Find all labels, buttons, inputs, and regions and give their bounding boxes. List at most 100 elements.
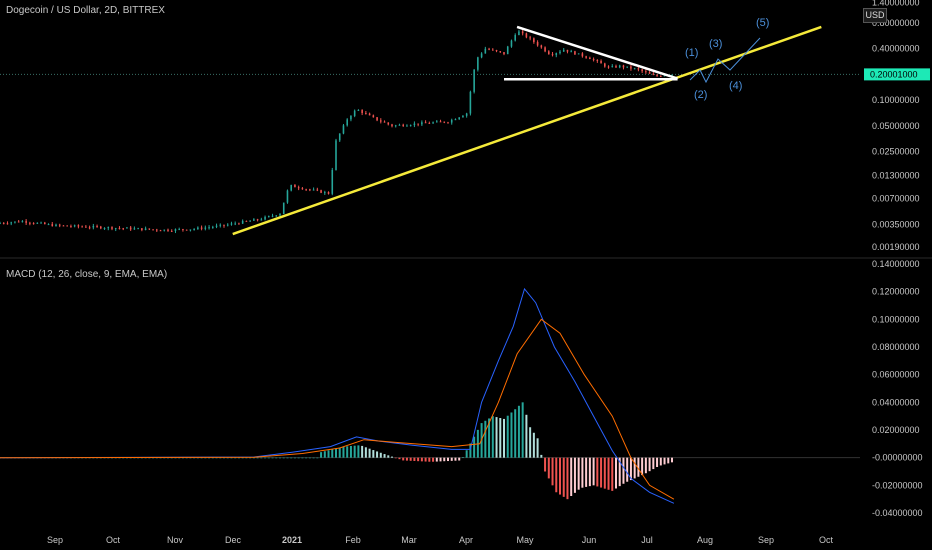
candle-body <box>604 63 606 67</box>
macd-histogram-bar <box>570 457 573 497</box>
candle-body <box>212 226 214 228</box>
candle-body <box>331 169 334 194</box>
macd-histogram-bar <box>637 457 640 477</box>
candle-body <box>450 119 453 123</box>
macd-histogram-bar <box>454 457 457 461</box>
macd-histogram-bar <box>335 448 337 458</box>
macd-histogram-bar <box>394 457 397 459</box>
candle-body <box>40 222 42 224</box>
candle-body <box>424 122 427 124</box>
candle-body <box>577 53 580 55</box>
price-tick-label: 0.00350000 <box>872 219 920 229</box>
macd-histogram-bar <box>659 457 662 466</box>
candle-body <box>215 225 218 227</box>
candle-body <box>234 223 236 225</box>
macd-histogram-bar <box>163 457 166 459</box>
macd-histogram-bar <box>544 457 547 472</box>
candle-body <box>342 125 345 134</box>
macd-histogram-bar <box>338 447 341 458</box>
macd-histogram-bar <box>435 457 438 462</box>
macd-histogram-bar <box>611 457 614 491</box>
macd-histogram-bar <box>383 454 386 458</box>
macd-title: MACD (12, 26, close, 9, EMA, EMA) <box>6 269 168 280</box>
candle-body <box>294 184 296 188</box>
candle-body <box>148 228 151 230</box>
candle-body <box>406 125 408 127</box>
candle-body <box>551 54 554 56</box>
macd-histogram-bar <box>286 457 289 459</box>
candle-body <box>10 222 12 224</box>
macd-histogram-bar <box>521 402 524 458</box>
candle-body <box>480 53 483 58</box>
macd-histogram-bar <box>241 457 244 459</box>
candle-body <box>443 121 446 123</box>
candle-body <box>394 125 397 127</box>
x-tick-label: Apr <box>459 535 473 545</box>
candle-body <box>156 229 158 231</box>
candles <box>0 29 673 234</box>
macd-histogram-bar <box>252 457 255 459</box>
candle-body <box>70 226 72 228</box>
candle-body <box>380 120 382 122</box>
candle-body <box>548 51 550 55</box>
macd-histogram-bar <box>596 457 599 487</box>
macd-histogram-bar <box>267 457 270 459</box>
candle-body <box>495 50 498 52</box>
candle-body <box>29 222 31 224</box>
candle-body <box>346 119 348 126</box>
candle-body <box>376 117 378 121</box>
macd-histogram-bar <box>585 457 588 487</box>
wave-label: (3) <box>709 38 722 50</box>
macd-histogram-bar <box>514 409 517 458</box>
wave-label: (4) <box>729 80 742 92</box>
candle-body <box>633 68 636 70</box>
macd-histogram-bar <box>555 457 558 493</box>
macd-histogram-bar <box>600 457 603 488</box>
x-tick-label: Mar <box>401 535 417 545</box>
candle-body <box>14 221 16 223</box>
macd-histogram-bar <box>196 457 199 459</box>
candle-body <box>648 72 651 74</box>
macd-histogram-bar <box>648 457 651 472</box>
macd-histogram-bar <box>618 457 621 487</box>
macd-histogram-bar <box>331 449 334 458</box>
macd-histogram-bar <box>211 457 214 459</box>
macd-histogram-bar <box>316 457 319 459</box>
candle-body <box>44 222 46 225</box>
candle-body <box>245 220 248 222</box>
candle-body <box>268 215 270 217</box>
macd-line <box>0 287 675 504</box>
candle-body <box>2 223 5 225</box>
x-tick-label: Jul <box>641 535 653 545</box>
x-tick-label: 2021 <box>282 535 302 545</box>
candle-body <box>62 225 65 227</box>
macd-histogram-bar <box>461 457 464 458</box>
macd-histogram-bar <box>469 443 472 458</box>
candle-body <box>592 59 595 61</box>
candle-body <box>301 188 304 190</box>
candle-body <box>137 228 139 230</box>
x-tick-label: Sep <box>47 535 63 545</box>
candle-body <box>630 66 632 69</box>
candle-body <box>96 225 98 227</box>
candle-body <box>66 225 68 227</box>
macd-histogram-bar <box>547 457 550 479</box>
x-tick-label: Feb <box>345 535 361 545</box>
macd-histogram-bar <box>603 457 606 489</box>
macd-histogram-bar <box>204 457 207 459</box>
macd-histogram-bar <box>346 446 349 458</box>
macd-tick-label: -0.02000000 <box>872 480 923 490</box>
macd-histogram-bar <box>566 457 569 500</box>
macd-histogram-bar <box>312 457 315 459</box>
macd-histogram-bar <box>219 457 222 459</box>
macd-histogram-bar <box>540 454 543 458</box>
macd-tick-label: 0.04000000 <box>872 397 920 407</box>
x-tick-label: Sep <box>758 535 774 545</box>
macd-histogram-bar <box>629 457 632 481</box>
candle-body <box>525 33 528 38</box>
macd-histogram-bar <box>152 457 155 459</box>
candle-body <box>260 219 263 221</box>
candle-body <box>36 222 39 224</box>
wave-label: (2) <box>694 89 707 101</box>
candle-body <box>100 226 102 229</box>
